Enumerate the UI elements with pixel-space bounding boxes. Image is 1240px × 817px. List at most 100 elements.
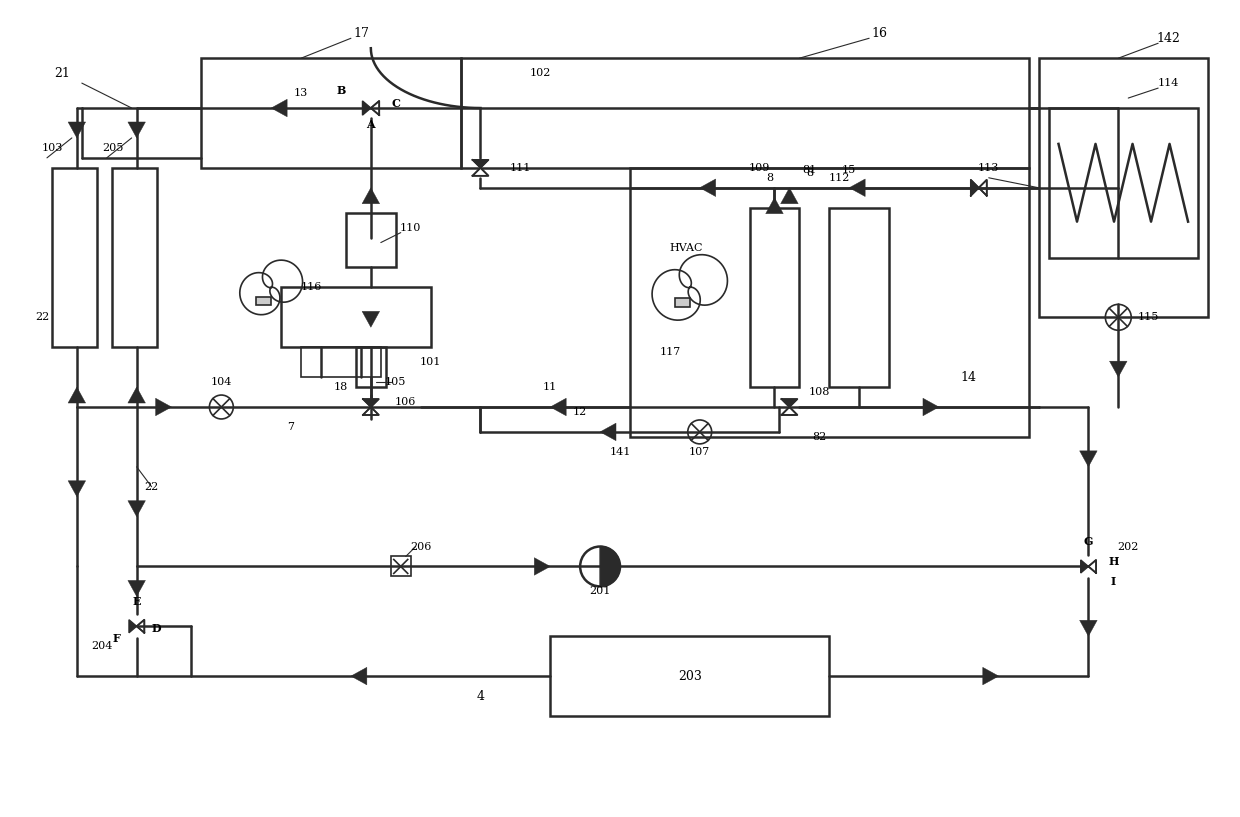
Polygon shape <box>128 501 145 516</box>
Bar <box>1039 58 1208 317</box>
Polygon shape <box>1080 620 1097 636</box>
Text: 105: 105 <box>386 377 407 387</box>
Polygon shape <box>600 547 620 587</box>
Text: 109: 109 <box>749 163 770 173</box>
Bar <box>257 297 272 306</box>
Text: B: B <box>336 85 346 96</box>
Text: 112: 112 <box>828 172 849 183</box>
Text: I: I <box>1111 576 1116 587</box>
Polygon shape <box>68 480 86 497</box>
Polygon shape <box>362 188 379 203</box>
Bar <box>346 212 396 267</box>
Polygon shape <box>978 180 987 196</box>
Text: 101: 101 <box>420 357 441 367</box>
Text: 115: 115 <box>1137 312 1159 323</box>
Text: HVAC: HVAC <box>670 243 703 252</box>
Text: 16: 16 <box>872 27 887 40</box>
Polygon shape <box>128 580 145 596</box>
Text: 107: 107 <box>689 447 711 457</box>
Text: 113: 113 <box>978 163 999 173</box>
Text: 116: 116 <box>300 283 321 292</box>
Text: 14: 14 <box>961 371 977 384</box>
Polygon shape <box>1080 451 1097 467</box>
Text: 7: 7 <box>288 422 295 432</box>
Polygon shape <box>923 398 939 416</box>
Polygon shape <box>551 398 567 416</box>
Text: 15: 15 <box>842 165 857 175</box>
Text: 18: 18 <box>334 382 348 392</box>
Polygon shape <box>781 399 797 407</box>
Text: 103: 103 <box>42 143 63 153</box>
Polygon shape <box>351 667 367 685</box>
Bar <box>112 167 156 347</box>
Bar <box>356 347 386 387</box>
Text: 141: 141 <box>609 447 631 457</box>
Text: 4: 4 <box>476 690 485 703</box>
Polygon shape <box>781 188 799 203</box>
Text: 114: 114 <box>1157 78 1179 88</box>
Polygon shape <box>600 423 616 440</box>
Polygon shape <box>472 167 489 176</box>
Bar <box>551 636 830 716</box>
Polygon shape <box>363 407 379 415</box>
Bar <box>749 208 800 387</box>
Text: 206: 206 <box>410 542 432 551</box>
Polygon shape <box>128 387 145 403</box>
Text: 102: 102 <box>529 68 551 78</box>
Text: 82: 82 <box>812 432 826 442</box>
Polygon shape <box>371 101 379 115</box>
Text: 201: 201 <box>589 587 611 596</box>
Text: 142: 142 <box>1156 32 1180 45</box>
Polygon shape <box>849 179 866 197</box>
Bar <box>1049 108 1198 257</box>
Text: 106: 106 <box>396 397 417 407</box>
Polygon shape <box>472 160 489 167</box>
Bar <box>52 167 97 347</box>
Bar <box>830 208 889 387</box>
Polygon shape <box>1110 361 1127 377</box>
Text: 81: 81 <box>802 165 816 175</box>
Text: 17: 17 <box>353 27 368 40</box>
Polygon shape <box>534 558 551 575</box>
Polygon shape <box>155 398 171 416</box>
Text: H: H <box>1109 556 1118 567</box>
Text: 8: 8 <box>766 172 773 183</box>
Polygon shape <box>1081 560 1089 573</box>
Polygon shape <box>983 667 998 685</box>
Polygon shape <box>971 180 978 196</box>
Bar <box>281 288 430 347</box>
Bar <box>460 58 1029 167</box>
Text: 110: 110 <box>401 222 422 233</box>
Polygon shape <box>362 311 379 328</box>
Polygon shape <box>68 122 86 138</box>
Polygon shape <box>128 122 145 138</box>
Polygon shape <box>699 179 715 197</box>
Text: 202: 202 <box>1117 542 1140 551</box>
Text: 22: 22 <box>145 482 159 492</box>
Polygon shape <box>1089 560 1096 573</box>
Polygon shape <box>362 101 371 115</box>
Text: 108: 108 <box>808 387 830 397</box>
Text: 111: 111 <box>510 163 531 173</box>
Polygon shape <box>363 399 379 407</box>
Text: 11: 11 <box>543 382 557 392</box>
Text: 204: 204 <box>91 641 113 651</box>
Text: 8: 8 <box>806 167 813 178</box>
Bar <box>675 298 689 307</box>
Polygon shape <box>766 198 784 214</box>
Polygon shape <box>781 407 797 415</box>
Text: 117: 117 <box>660 347 681 357</box>
Text: 203: 203 <box>678 670 702 682</box>
Text: D: D <box>151 623 161 634</box>
Text: A: A <box>367 119 376 131</box>
Bar <box>201 58 460 167</box>
Text: 22: 22 <box>35 312 50 323</box>
Text: E: E <box>133 596 141 607</box>
Text: 104: 104 <box>211 377 232 387</box>
Text: 12: 12 <box>573 407 588 417</box>
Text: G: G <box>1084 536 1094 547</box>
Text: C: C <box>392 97 401 109</box>
Text: F: F <box>113 632 120 644</box>
Polygon shape <box>129 620 136 633</box>
Bar <box>391 556 410 577</box>
